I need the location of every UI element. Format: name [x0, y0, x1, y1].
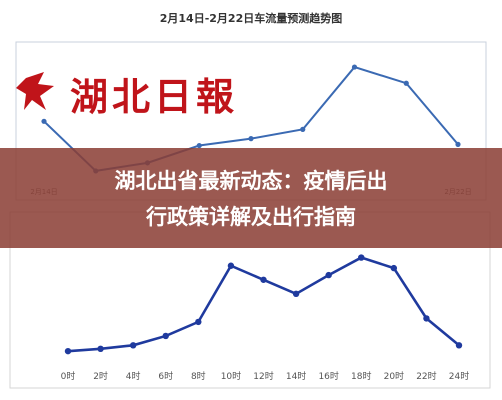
- data-point: [248, 136, 254, 142]
- data-point: [423, 315, 430, 322]
- data-point: [358, 254, 365, 261]
- data-point: [300, 126, 306, 132]
- x-tick-label: 10时: [221, 370, 241, 382]
- data-point: [97, 345, 104, 353]
- data-point: [325, 271, 332, 279]
- x-tick-label: 2时: [93, 370, 108, 382]
- x-tick-label: 0时: [61, 370, 76, 382]
- x-tick-label: 16时: [318, 370, 338, 382]
- data-point: [403, 80, 409, 86]
- headline-line-1: 湖北出省最新动态：疫情后出: [115, 169, 388, 193]
- x-tick-label: 22时: [416, 370, 436, 382]
- x-tick-label: 24时: [449, 370, 469, 382]
- data-point: [455, 342, 463, 349]
- x-tick-label: 12时: [253, 370, 273, 382]
- data-point: [41, 118, 47, 124]
- data-point: [129, 342, 137, 349]
- data-point: [455, 141, 461, 147]
- data-point: [195, 318, 202, 326]
- data-point: [390, 264, 398, 272]
- x-tick-label: 6时: [158, 370, 173, 382]
- x-tick-label: 4时: [126, 370, 141, 382]
- bottom-chart: 0时 2时 4时 6时 8时 10时 12时 14时 16时 18时 20时 22时 24时: [61, 254, 469, 382]
- logo-text: 湖北日報: [70, 74, 238, 119]
- data-point: [64, 347, 72, 355]
- headline-banner: [0, 148, 502, 248]
- top-chart-title: 2月14日-2月22日车流量预测趋势图: [160, 11, 343, 25]
- data-point: [227, 262, 235, 269]
- headline-line-2: 行政策详解及出行指南: [145, 205, 356, 229]
- logo-emblem-icon: [16, 72, 54, 110]
- x-tick-label: 20时: [384, 370, 404, 382]
- x-tick-label: 8时: [191, 370, 206, 382]
- data-point: [351, 64, 358, 70]
- newspaper-logo: 湖北日報: [16, 72, 238, 119]
- x-tick-label: 18时: [351, 370, 371, 382]
- data-point: [162, 332, 169, 340]
- data-point: [196, 142, 202, 149]
- data-point: [260, 276, 267, 283]
- data-point: [292, 290, 300, 298]
- x-tick-label: 14时: [286, 370, 306, 382]
